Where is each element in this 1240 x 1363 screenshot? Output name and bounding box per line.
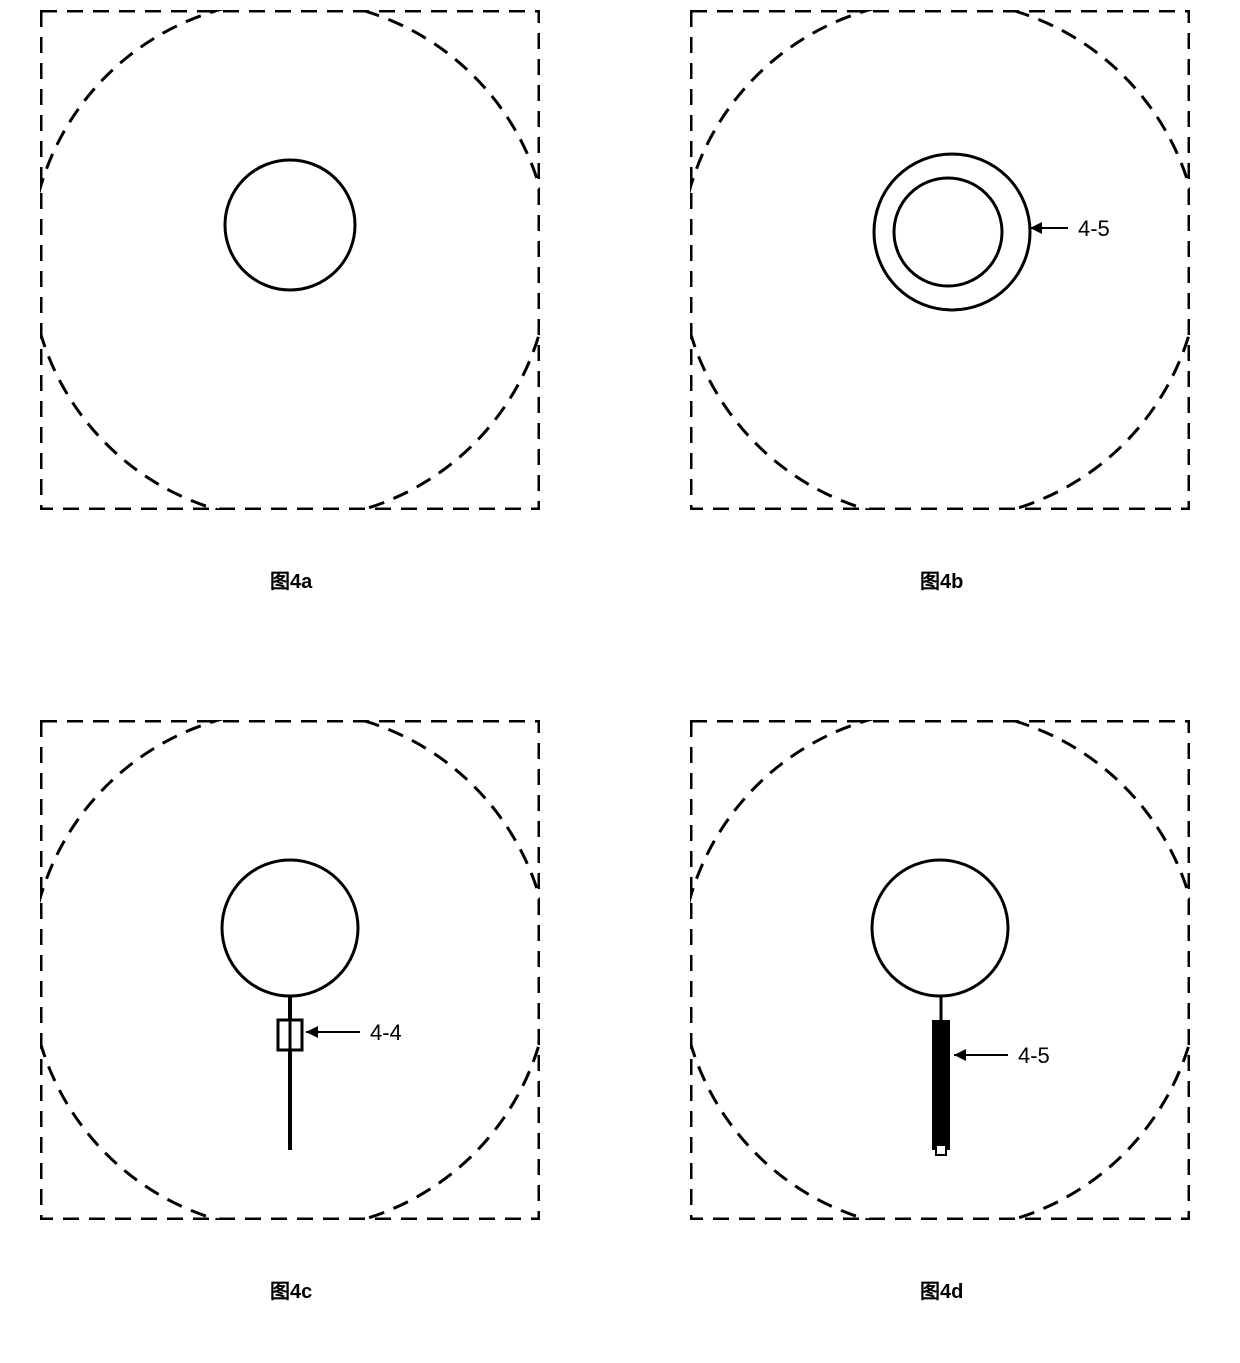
- outer-dashed-circle: [690, 10, 1190, 510]
- solid-bar: [932, 1020, 950, 1150]
- inner-circle: [222, 860, 358, 996]
- figure-4a-svg: [40, 10, 540, 510]
- figure-4b: 4-5 图4b: [690, 10, 1190, 630]
- figure-4a: 图4a: [40, 10, 540, 630]
- label-4-5-text: 4-5: [1018, 1043, 1050, 1068]
- inner-circle: [225, 160, 355, 290]
- label-arrowhead: [1030, 222, 1042, 234]
- outer-dashed-circle: [40, 10, 540, 510]
- label-arrowhead: [306, 1026, 318, 1038]
- caption-4b: 图4b: [920, 565, 963, 594]
- figure-4d-svg: 4-5: [690, 720, 1190, 1220]
- panel-border: [691, 11, 1189, 509]
- figure-4c-svg: 4-4: [40, 720, 540, 1220]
- bar-tip: [936, 1145, 946, 1155]
- figure-4d: 4-5 图4d: [690, 720, 1190, 1340]
- label-arrowhead: [954, 1049, 966, 1061]
- figure-4c: 4-4 图4c: [40, 720, 540, 1340]
- caption-4c: 图4c: [270, 1275, 312, 1304]
- ring-inner: [894, 178, 1002, 286]
- figure-4b-svg: 4-5: [690, 10, 1190, 510]
- label-4-4-text: 4-4: [370, 1020, 402, 1045]
- label-4-5-text: 4-5: [1078, 216, 1110, 241]
- caption-4a: 图4a: [270, 565, 312, 594]
- panel-border: [41, 11, 539, 509]
- inner-circle: [872, 860, 1008, 996]
- caption-4d: 图4d: [920, 1275, 963, 1304]
